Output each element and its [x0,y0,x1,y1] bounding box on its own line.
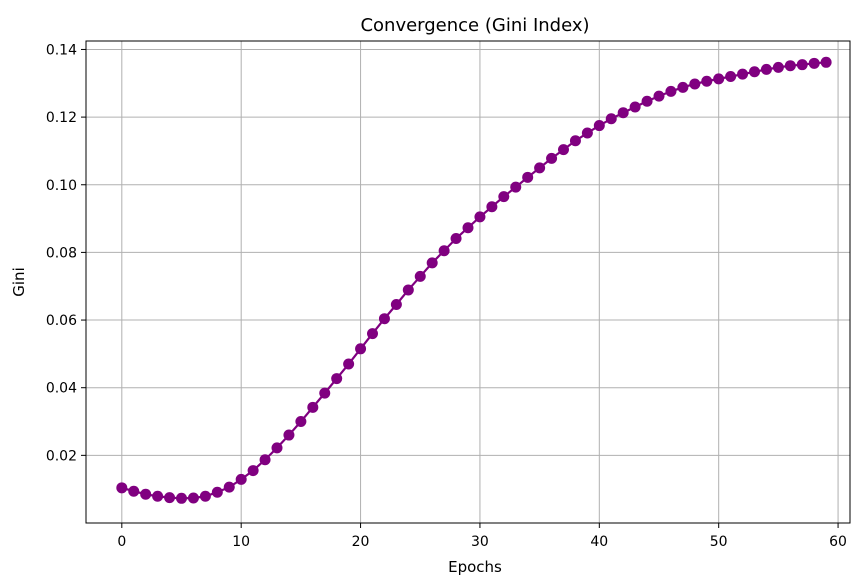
data-point [450,233,462,245]
data-point [116,482,128,494]
data-point [176,492,187,504]
data-point [128,485,140,497]
data-point [569,135,581,147]
data-point [319,387,331,399]
data-point [474,211,486,223]
data-point [462,222,474,234]
data-point [426,257,438,269]
data-point [617,107,629,119]
data-point [522,171,534,183]
data-point [760,63,772,75]
series-gini [116,56,832,504]
y-tick-label: 0.02 [46,448,77,464]
data-point [211,486,223,498]
data-point [271,442,283,454]
x-tick-label: 30 [471,534,489,550]
data-point [689,78,701,90]
x-tick-label: 20 [352,534,370,550]
data-point [641,95,653,107]
data-point [307,401,319,413]
data-point [402,284,414,296]
data-point [796,59,808,71]
data-point [772,61,784,73]
data-point [581,127,593,139]
y-tick-label: 0.14 [46,42,77,58]
data-point [187,492,199,504]
data-point [343,358,355,370]
y-tick-label: 0.12 [46,110,77,126]
data-point [677,81,689,93]
x-tick-label: 50 [710,534,728,550]
y-tick-label: 0.10 [46,178,77,194]
data-point [295,416,307,428]
data-point [534,162,546,174]
data-point [355,343,367,355]
x-axis-title: Epochs [448,558,502,576]
data-point [510,181,522,193]
data-point [713,73,725,85]
data-point [593,120,605,132]
data-point [164,492,176,504]
data-point [223,481,235,493]
ticks: 0 10 20 30 40 50 60 0.02 0.04 0.06 0.08 0.10 0.12 0.1… [46,42,847,550]
data-point [140,488,152,500]
data-point [558,144,569,156]
data-point [498,191,510,203]
data-point [546,152,558,164]
data-point [414,270,426,282]
data-point [665,85,677,97]
data-point [784,60,796,72]
data-point [701,75,713,87]
data-point [629,101,641,113]
y-axis-title: Gini [10,267,28,296]
data-point [653,90,665,102]
series-line [121,61,827,500]
data-point [367,328,378,340]
x-tick-label: 0 [117,534,126,550]
data-point [235,473,247,485]
data-point [378,313,390,325]
data-point [737,68,749,80]
data-point [749,66,760,78]
grid [86,41,850,523]
data-point [605,113,617,125]
y-tick-label: 0.08 [46,245,77,261]
chart-title: Convergence (Gini Index) [360,15,589,36]
data-point [808,57,820,69]
plot-frame [85,40,851,524]
data-point [247,465,259,477]
data-point [390,298,402,310]
data-point [725,71,737,83]
x-tick-label: 10 [232,534,250,550]
data-point [199,490,211,502]
data-point [438,245,450,257]
data-point [152,490,164,502]
data-point [259,454,271,466]
y-tick-label: 0.06 [46,313,77,329]
data-point [820,56,832,68]
x-tick-label: 40 [590,534,608,550]
data-point [283,429,295,441]
y-tick-label: 0.04 [46,381,77,397]
data-point [331,373,343,385]
x-tick-label: 60 [829,534,847,550]
data-point [486,201,498,213]
